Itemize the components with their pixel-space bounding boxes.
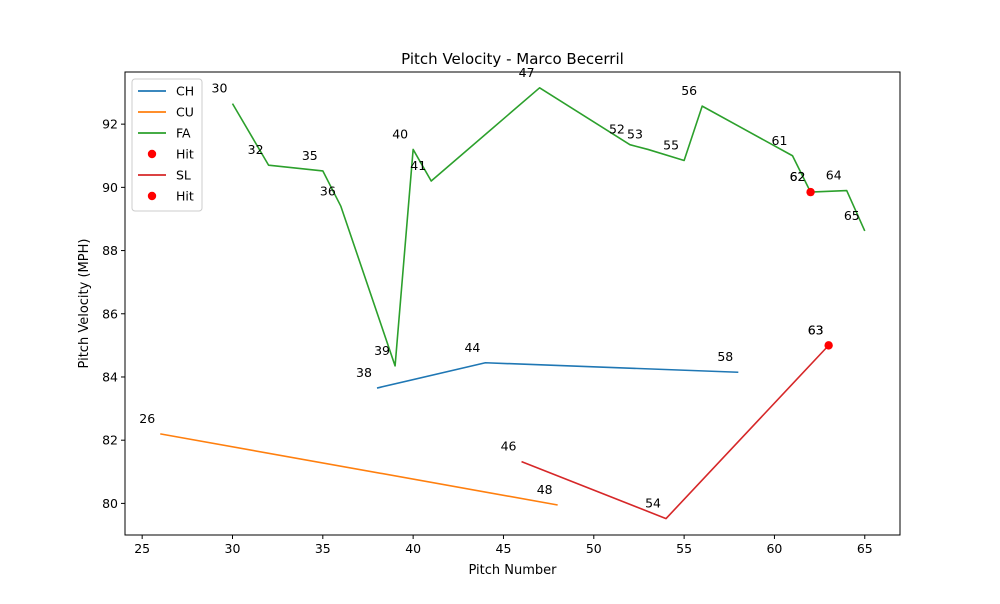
series-line-sl [521,344,830,520]
point-label: 46 [501,439,517,454]
point-label: 30 [212,81,228,96]
hit-marker [806,187,815,197]
point-label: 41 [410,158,426,173]
y-tick-label: 82 [102,433,118,448]
point-label: 61 [772,133,788,148]
point-label: 54 [645,496,661,511]
axes: 25 30 35 40 45 50 55 60 65 80 82 84 86 88 90 92 [102,117,873,556]
point-label: 56 [681,83,697,98]
legend-label: Hit [176,147,194,162]
x-tick-label: 35 [315,541,331,556]
point-label: 62 [790,169,806,184]
x-tick-label: 50 [586,541,602,556]
point-label: 63 [808,322,824,337]
series-line-cu [160,433,558,506]
plot-frame [124,71,901,536]
chart-title: Pitch Velocity - Marco Becerril [401,50,624,68]
point-label: 63 [808,322,824,337]
legend-label: FA [176,126,191,141]
legend: CH CU FA Hit SL Hit [131,78,203,212]
point-label: 48 [537,482,553,497]
legend-label: CU [176,105,194,120]
point-label: 32 [248,142,264,157]
series-line-ch [376,361,739,389]
x-tick-label: 40 [405,541,421,556]
series-line-fa [231,87,866,367]
x-axis-label: Pitch Number [468,563,557,578]
point-label: 39 [374,343,390,358]
x-tick-label: 30 [225,541,241,556]
y-tick-label: 88 [102,243,118,258]
y-tick-label: 86 [102,306,118,321]
point-label: 52 [609,122,625,137]
legend-label: Hit [176,189,194,204]
point-label: 26 [139,411,155,426]
x-tick-label: 65 [857,541,873,556]
legend-swatch-marker [147,149,157,159]
point-label: 38 [356,365,372,380]
legend-label: SL [176,168,191,183]
x-tick-label: 60 [766,541,782,556]
point-label: 65 [844,208,860,223]
point-label: 53 [627,126,643,141]
y-axis-label: Pitch Velocity (MPH) [77,239,92,369]
point-label: 64 [826,168,842,183]
point-label: 35 [302,148,318,163]
x-tick-label: 45 [496,541,512,556]
x-tick-label: 25 [134,541,150,556]
point-label: 44 [464,340,480,355]
legend-label: CH [176,84,194,99]
y-tick-label: 84 [102,369,118,384]
point-label: 55 [663,137,679,152]
hit-marker [824,341,833,350]
x-tick-label: 55 [676,541,692,556]
series-layer [160,87,866,520]
point-label: 58 [717,349,733,364]
legend-swatch-marker [147,191,157,201]
point-label: 62 [790,169,806,184]
y-tick-label: 92 [102,117,118,132]
y-tick-label: 90 [102,180,118,195]
point-label: 40 [392,126,408,141]
point-label: 36 [320,183,336,198]
y-tick-label: 80 [102,496,118,511]
